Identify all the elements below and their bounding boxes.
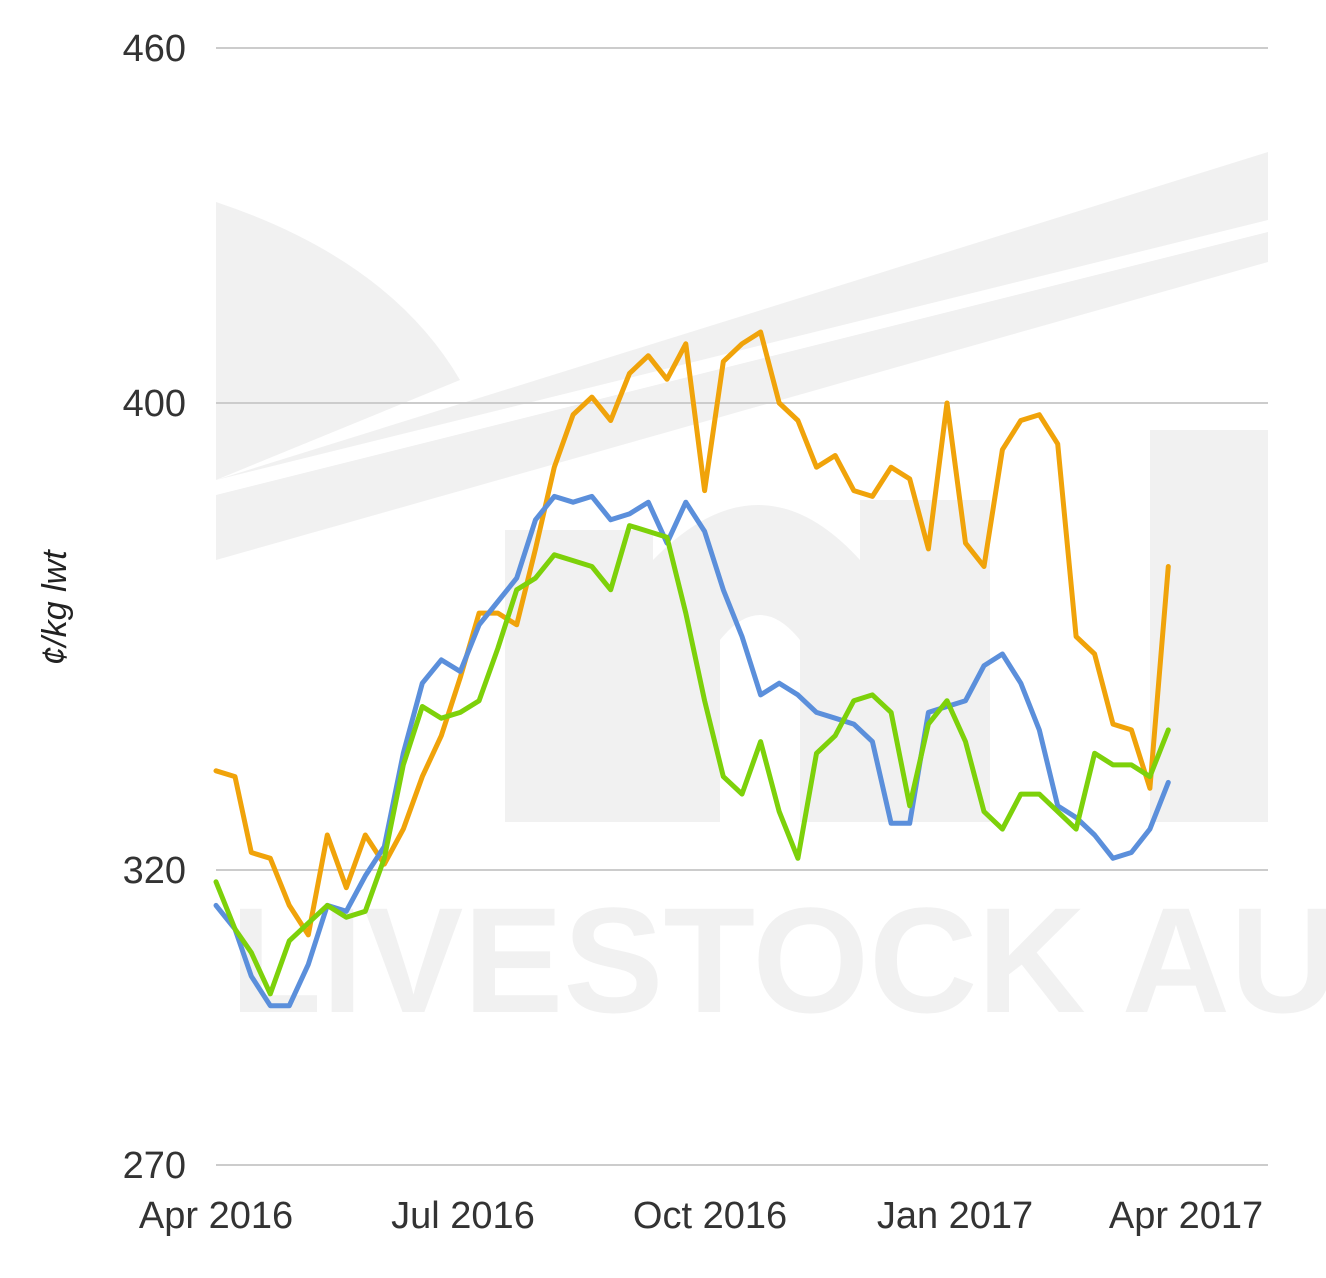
x-tick-label: Apr 2017 bbox=[1109, 1195, 1263, 1237]
x-tick-label: Jan 2017 bbox=[877, 1195, 1033, 1237]
series-line-2 bbox=[213, 493, 1171, 1009]
y-tick-label: 460 bbox=[123, 28, 186, 70]
watermark-logo: LIVESTOCK AUS bbox=[216, 152, 1326, 1044]
y-axis-ticks: 270 320 400 460 bbox=[123, 28, 186, 1187]
y-axis-label: ¢/kg lwt bbox=[36, 549, 74, 666]
gridlines bbox=[216, 47, 1268, 1166]
x-tick-label: Jul 2016 bbox=[391, 1195, 535, 1237]
series-lines bbox=[213, 329, 1171, 1009]
watermark-text: LIVESTOCK AUS bbox=[230, 876, 1326, 1044]
y-tick-label: 320 bbox=[123, 850, 186, 892]
y-tick-label: 270 bbox=[123, 1145, 186, 1187]
y-tick-label: 400 bbox=[123, 383, 186, 425]
x-tick-label: Oct 2016 bbox=[633, 1195, 787, 1237]
series-line-1 bbox=[213, 329, 1171, 938]
x-tick-label: Apr 2016 bbox=[139, 1195, 293, 1237]
series-line-3 bbox=[213, 523, 1171, 997]
x-axis-ticks: Apr 2016 Jul 2016 Oct 2016 Jan 2017 Apr 2017 bbox=[139, 1195, 1263, 1237]
